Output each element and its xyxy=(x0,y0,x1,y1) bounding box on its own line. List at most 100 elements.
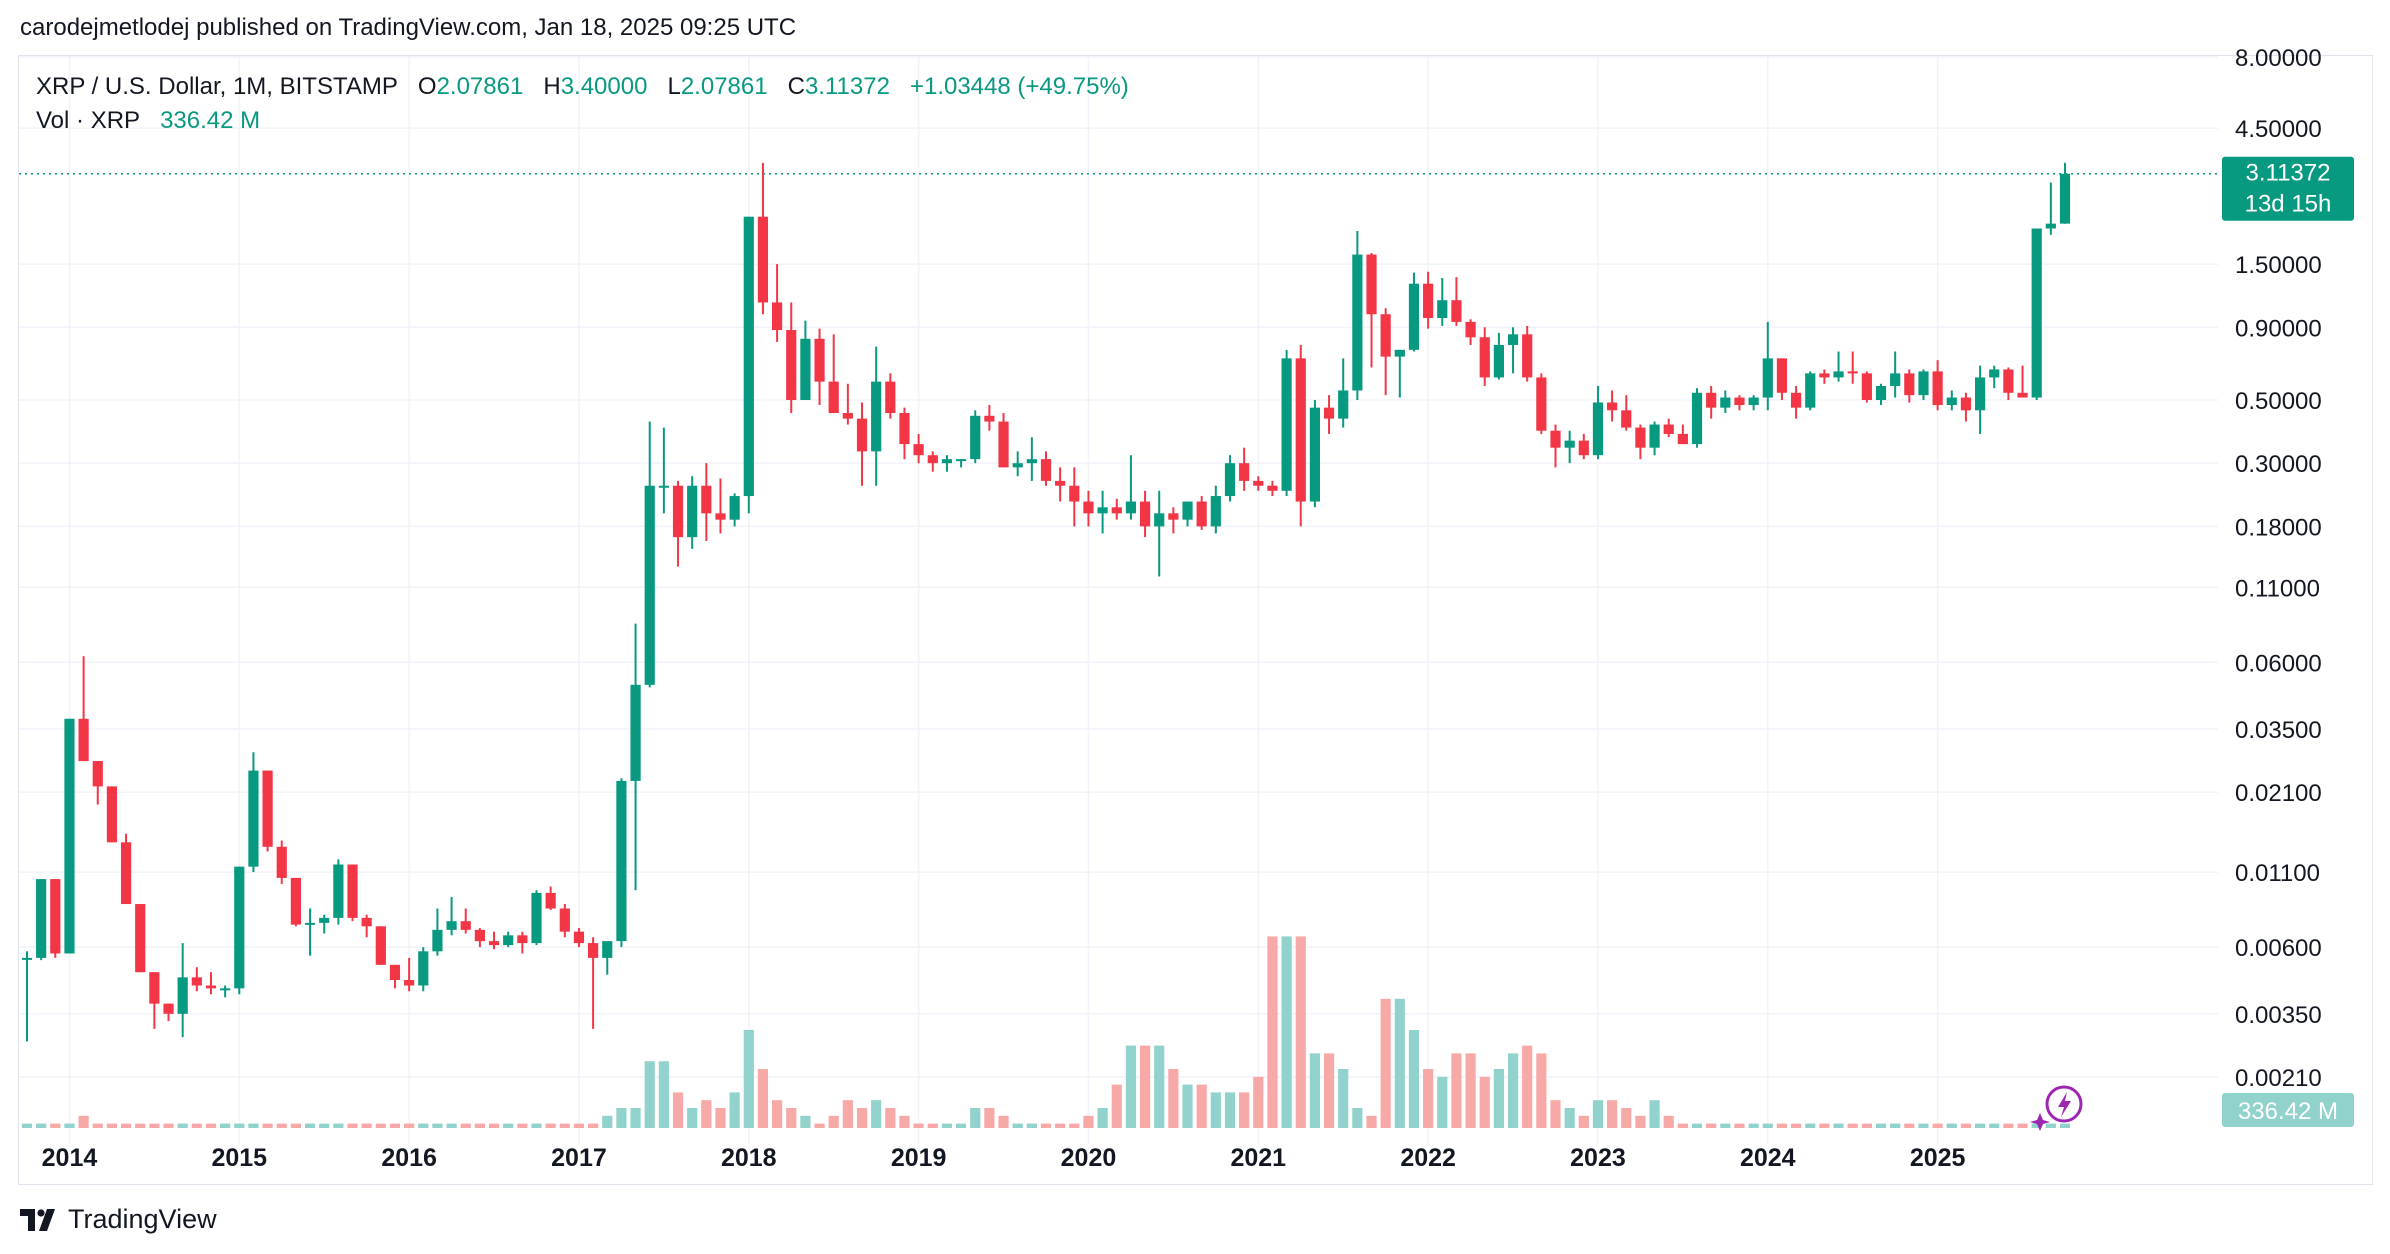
candle xyxy=(177,943,188,1038)
volume-bar xyxy=(1097,1108,1108,1128)
candle-body xyxy=(1507,334,1519,345)
candle xyxy=(1748,395,1759,411)
volume-bar xyxy=(772,1100,783,1128)
volume-bar xyxy=(899,1115,910,1128)
tradingview-brand[interactable]: TradingView xyxy=(20,1204,217,1235)
candle xyxy=(814,328,825,406)
candle xyxy=(1295,344,1306,527)
candle xyxy=(2059,162,2071,224)
volume-bar xyxy=(1423,1069,1434,1128)
candle xyxy=(871,346,882,486)
candle xyxy=(404,957,415,992)
candle-body xyxy=(78,718,89,762)
volume-bar xyxy=(1706,1123,1717,1128)
candle xyxy=(1408,272,1420,352)
candle-body xyxy=(474,929,485,942)
candle xyxy=(50,879,61,958)
candle xyxy=(531,890,542,946)
candle-body xyxy=(389,964,401,980)
volume-bar xyxy=(1069,1123,1080,1128)
volume-bar xyxy=(573,1123,585,1128)
lightning-badge-icon[interactable] xyxy=(2030,1085,2083,1131)
volume-bar xyxy=(1946,1123,1957,1128)
candle-body xyxy=(644,485,655,685)
candle-body xyxy=(262,770,273,847)
candle xyxy=(1932,360,1943,411)
symbol-name[interactable]: XRP / U.S. Dollar, 1M, BITSTAMP xyxy=(36,73,398,100)
volume-bar xyxy=(1720,1123,1731,1128)
candle-body xyxy=(1734,397,1745,406)
candle xyxy=(885,373,896,419)
candle-body xyxy=(856,418,868,452)
candle-body xyxy=(1139,501,1151,527)
volume-bar xyxy=(1649,1100,1660,1128)
volume-bar xyxy=(21,1123,33,1128)
candle-body xyxy=(120,842,132,905)
volume-bar xyxy=(1309,1053,1320,1128)
candle xyxy=(672,480,684,567)
candle-body xyxy=(234,866,245,989)
candle-body xyxy=(1055,480,1066,486)
price-tick-label: 0.30000 xyxy=(2235,451,2322,478)
candle-body xyxy=(1706,392,1717,408)
candle xyxy=(1805,371,1816,411)
volume-bar xyxy=(715,1108,726,1128)
candle-body xyxy=(1875,385,1887,400)
candle xyxy=(1507,327,1519,374)
price-tick-label: 0.50000 xyxy=(2235,388,2322,415)
candle-body xyxy=(1861,373,1872,400)
candle-body xyxy=(220,988,231,991)
candle-body xyxy=(927,455,938,464)
candle xyxy=(248,752,259,873)
volume-bar xyxy=(1663,1115,1674,1128)
volume-bar xyxy=(276,1123,287,1128)
candle-body xyxy=(163,1003,174,1014)
candle-body xyxy=(800,338,811,400)
candle-body xyxy=(573,931,585,944)
candle-body xyxy=(21,957,33,960)
candle-body xyxy=(1932,371,1943,406)
candle-body xyxy=(1026,459,1037,464)
candle-body xyxy=(1776,358,1788,393)
volume-bar xyxy=(729,1092,740,1128)
candle xyxy=(1182,501,1193,527)
volume-bar xyxy=(432,1123,443,1128)
volume-label[interactable]: Vol · XRP xyxy=(36,107,141,134)
legend-ohlc-row: XRP / U.S. Dollar, 1M, BITSTAMP O2.07861… xyxy=(36,70,1129,104)
candle-body xyxy=(1592,402,1604,456)
candle xyxy=(163,1003,174,1022)
candle-body xyxy=(1890,373,1901,386)
candle-body xyxy=(1550,430,1561,448)
year-label: 2024 xyxy=(1740,1144,1796,1172)
candle-body xyxy=(1408,283,1420,350)
candle xyxy=(545,886,556,911)
candle-body xyxy=(404,979,415,986)
volume-bar xyxy=(1366,1115,1377,1128)
candle-body xyxy=(1423,283,1434,319)
candle-body xyxy=(616,780,627,942)
candle xyxy=(503,931,514,948)
volume-bar xyxy=(1196,1084,1207,1128)
candle xyxy=(1139,490,1151,538)
volume-bar xyxy=(800,1115,811,1128)
candle-body xyxy=(672,485,684,538)
volume-bar xyxy=(998,1115,1009,1128)
publish-info: carodejmetlodej published on TradingView… xyxy=(20,14,797,41)
candle-body xyxy=(1720,397,1731,408)
candle xyxy=(1267,480,1278,497)
candle xyxy=(1762,321,1773,411)
legend-volume-row: Vol · XRP 336.42 M xyxy=(36,104,1129,138)
candle xyxy=(432,908,443,956)
candle-body xyxy=(687,485,698,538)
volume-bar xyxy=(446,1123,457,1128)
volume-bar xyxy=(1791,1123,1802,1128)
candle xyxy=(460,908,471,934)
volume-bar xyxy=(120,1123,132,1128)
candle-body xyxy=(1960,397,1972,411)
candle-body xyxy=(149,972,160,1004)
high-label: H xyxy=(543,73,561,100)
candle xyxy=(1040,451,1052,486)
candle-body xyxy=(885,381,896,414)
candle-body xyxy=(729,496,740,520)
